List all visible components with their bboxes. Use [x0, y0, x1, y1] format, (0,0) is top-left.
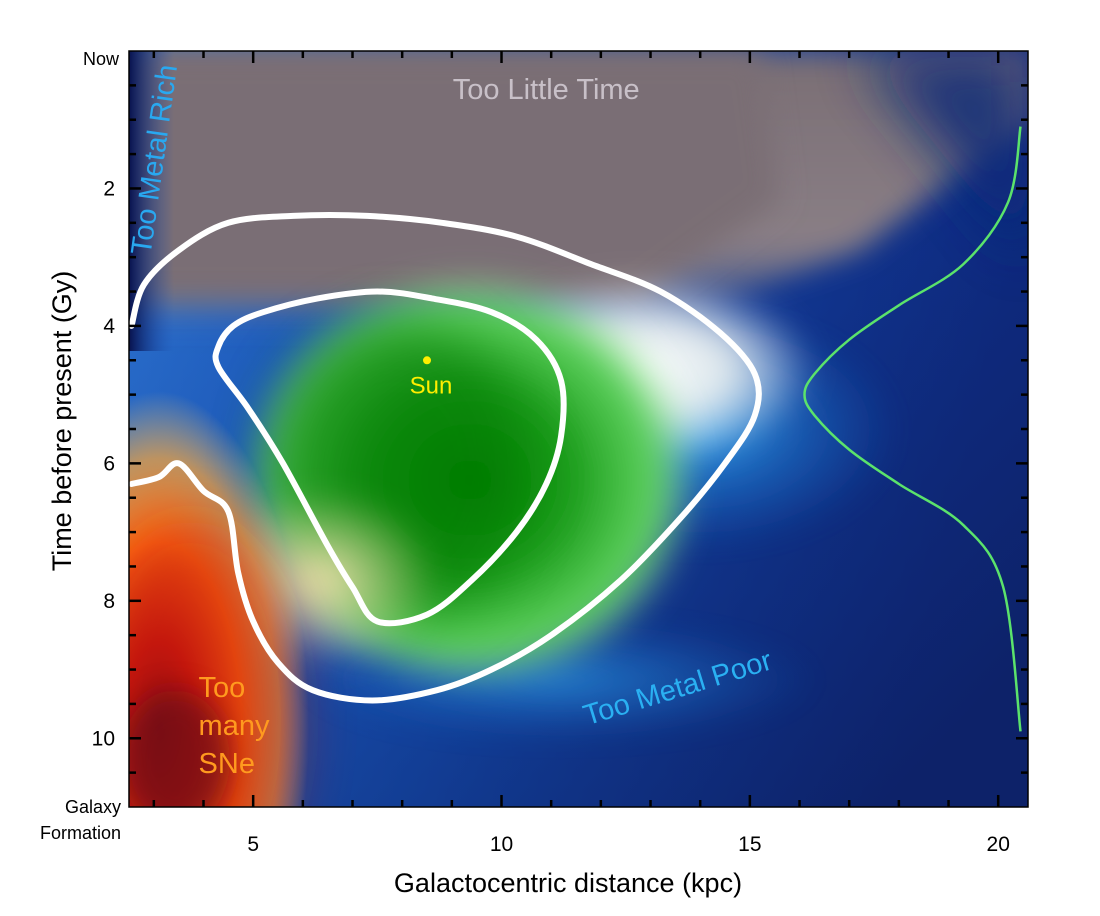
outer-contour	[129, 212, 762, 704]
distribution-curve-layer	[803, 126, 1022, 732]
sun-label: Sun	[410, 372, 453, 399]
y-top-label: Now	[83, 49, 120, 69]
y-bottom-label-line-2: Formation	[40, 823, 121, 843]
y-tick-label: 10	[92, 727, 115, 750]
y-tick-label: 2	[103, 177, 115, 200]
contours-layer	[129, 212, 762, 704]
region-label-too-little-time: Too Little Time	[453, 74, 640, 106]
y-tick-label: 8	[103, 590, 115, 613]
x-tick-labels: 5 10 15 20	[247, 833, 1010, 856]
heatmap-background	[129, 51, 1028, 807]
y-axis-title: Time before present (Gy)	[47, 271, 77, 572]
region-label-too-many-sne: Too many SNe	[199, 672, 270, 780]
x-tick-label: 10	[490, 833, 513, 856]
distribution-curve	[803, 126, 1022, 732]
sun-dot	[423, 356, 432, 365]
x-tick-label: 15	[738, 833, 761, 856]
y-tick-labels: 2 4 6 8 10	[92, 177, 116, 750]
y-tick-label: 4	[103, 315, 115, 338]
inner-contour	[212, 288, 567, 627]
axis-ticks	[129, 51, 1028, 807]
x-tick-label: 20	[987, 833, 1010, 856]
x-tick-label: 5	[247, 833, 259, 856]
y-bottom-label-line-1: Galaxy	[65, 797, 121, 817]
x-axis-title: Galactocentric distance (kpc)	[394, 868, 742, 898]
y-tick-label: 6	[103, 452, 115, 475]
sun-marker-layer: Sun	[410, 356, 453, 399]
